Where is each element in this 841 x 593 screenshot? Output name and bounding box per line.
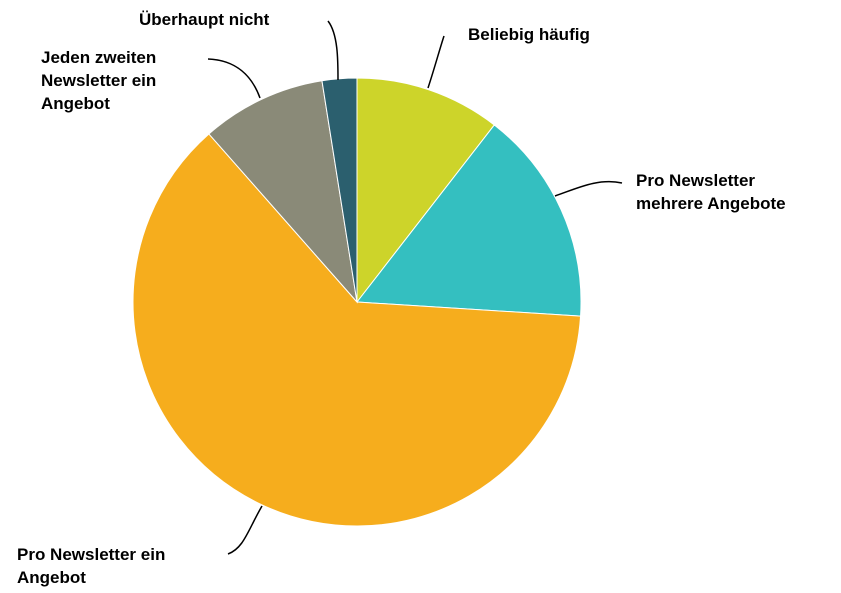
slice-label-line: Angebot [41, 94, 110, 113]
slice-label: Pro Newsletter ein Angebot [17, 545, 165, 587]
pie-slice [356, 124, 582, 317]
leader-line [207, 58, 261, 99]
leader-line [427, 35, 445, 89]
slice-label: Jeden zweiten Newsletter ein Angebot [41, 48, 156, 113]
slice-label-line: Pro Newsletter ein [17, 545, 165, 564]
pie-slices [132, 77, 582, 527]
slice-label-line: Jeden zweiten [41, 48, 156, 67]
slice-label-line: Überhaupt nicht [139, 10, 270, 29]
pie-slice [208, 80, 358, 304]
pie-slice [356, 77, 495, 304]
slice-label-line: Newsletter ein [41, 71, 156, 90]
leader-lines [207, 20, 623, 555]
slice-label: Pro Newsletter mehrere Angebote [636, 171, 786, 213]
slice-label: Überhaupt nicht [139, 10, 270, 29]
slice-label-line: Pro Newsletter [636, 171, 755, 190]
pie-slice [321, 77, 358, 303]
slice-label-line: Angebot [17, 568, 86, 587]
leader-line [327, 20, 339, 81]
pie-slice [132, 133, 582, 527]
slice-label: Beliebig häufig [468, 25, 590, 44]
slice-label-line: mehrere Angebote [636, 194, 786, 213]
slice-labels: Beliebig häufig Pro Newsletter mehrere Ang… [17, 10, 786, 587]
leader-line [227, 505, 263, 555]
slice-label-line: Beliebig häufig [468, 25, 590, 44]
leader-line [554, 180, 623, 197]
